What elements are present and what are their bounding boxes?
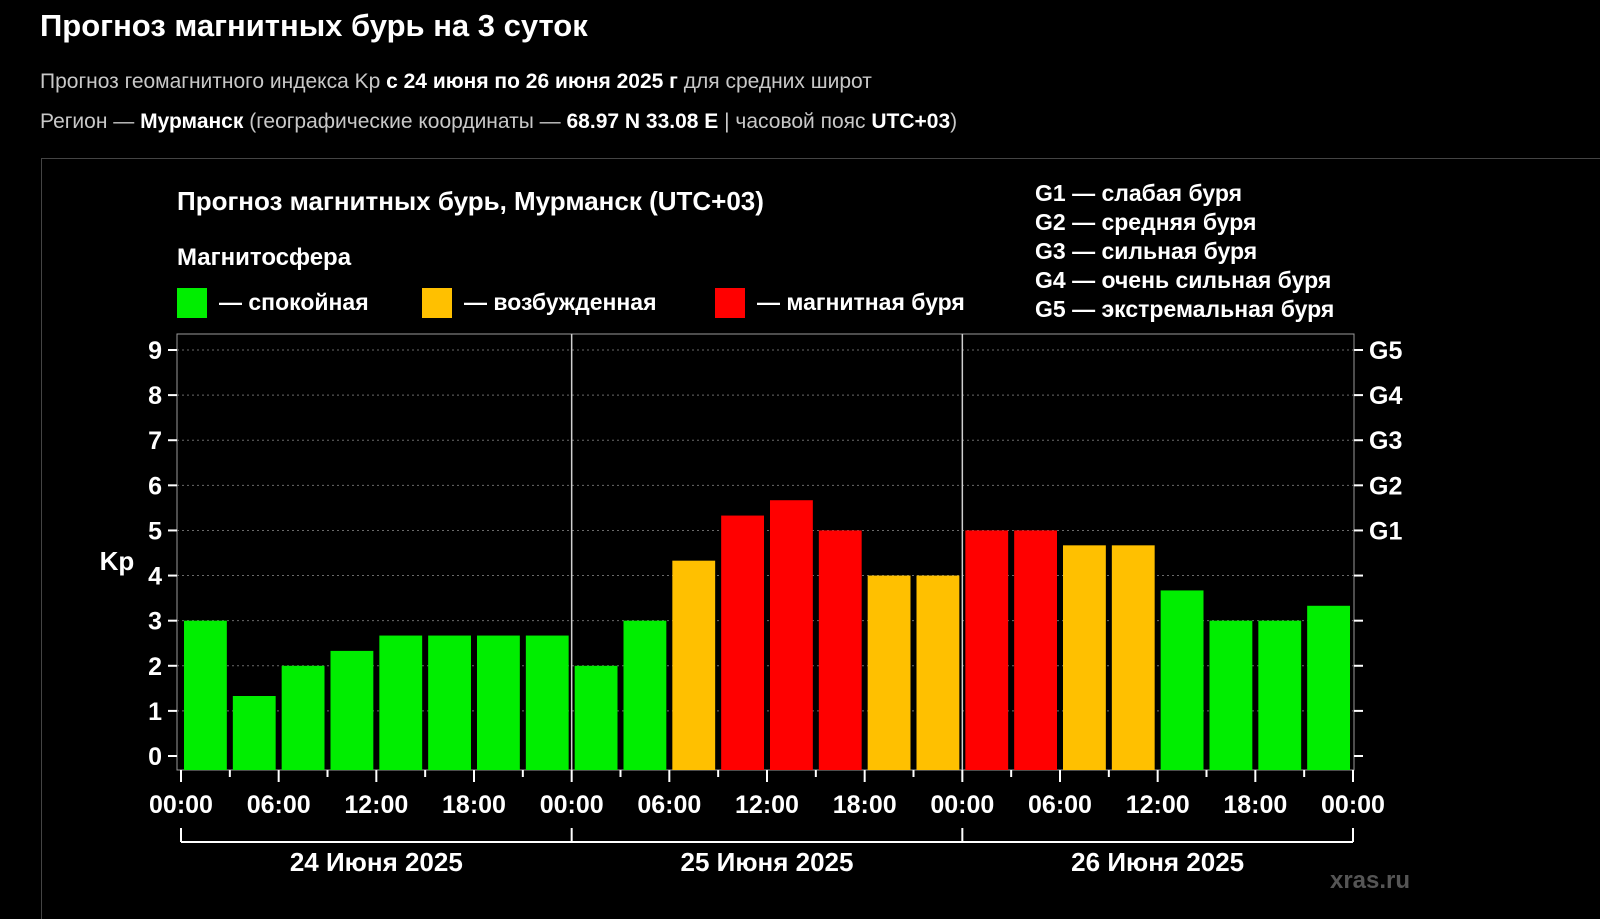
bar-9 — [623, 620, 667, 770]
g-axis-label-1: G2 — [1369, 472, 1402, 500]
legend-title: Магнитосфера — [177, 244, 352, 271]
x-tick-label-11: 18:00 — [1223, 791, 1287, 819]
bar-21 — [1209, 620, 1253, 770]
g-axis-label-4: G5 — [1369, 337, 1402, 365]
bar-11 — [721, 515, 764, 770]
g-scale-item-4: G5 — экстремальная буря — [1035, 296, 1334, 322]
legend-label-1: — возбужденная — [464, 289, 657, 315]
y-tick-label-0: 0 — [148, 743, 162, 771]
bar-14 — [867, 575, 911, 770]
x-tick-label-2: 12:00 — [344, 791, 408, 819]
g-scale-item-0: G1 — слабая буря — [1035, 180, 1242, 206]
bar-8 — [574, 665, 618, 770]
g-axis-label-0: G1 — [1369, 517, 1402, 545]
plot-border — [176, 333, 1355, 771]
x-tick-label-0: 00:00 — [149, 791, 213, 819]
y-tick-label-2: 2 — [148, 653, 162, 681]
bar-13 — [818, 530, 862, 770]
region-description: Регион — Мурманск (географические коорди… — [40, 110, 958, 133]
bar-18 — [1063, 545, 1106, 770]
y-tick-label-3: 3 — [148, 608, 162, 636]
chart-frame — [41, 158, 1600, 919]
legend-label-0: — спокойная — [219, 289, 369, 315]
y-tick-label-9: 9 — [148, 337, 162, 365]
bar-16 — [965, 530, 1009, 770]
legend-swatch-0 — [177, 288, 207, 318]
forecast-description: Прогноз геомагнитного индекса Kp с 24 ию… — [40, 70, 872, 93]
bar-10 — [672, 560, 716, 770]
g-scale-item-3: G4 — очень сильная буря — [1035, 267, 1331, 293]
legend-label-2: — магнитная буря — [757, 289, 965, 315]
x-tick-label-4: 00:00 — [540, 791, 604, 819]
g-scale-item-1: G2 — средняя буря — [1035, 209, 1256, 235]
bar-3 — [330, 650, 374, 770]
chart-grid — [176, 333, 1355, 771]
bar-2 — [281, 665, 325, 770]
bar-12 — [770, 500, 813, 770]
bar-7 — [525, 635, 569, 770]
bar-4 — [379, 635, 423, 770]
y-tick-label-8: 8 — [148, 382, 162, 410]
kp-forecast-chart: Прогноз магнитных бурь, Мурманск (UTC+03… — [100, 180, 1410, 894]
y-tick-label-7: 7 — [148, 427, 162, 455]
bar-0 — [184, 620, 227, 770]
y-tick-label-4: 4 — [148, 563, 162, 591]
bar-1 — [232, 696, 276, 770]
bar-6 — [477, 635, 520, 770]
g-axis-label-3: G4 — [1369, 382, 1402, 410]
g-scale-item-2: G3 — сильная буря — [1035, 238, 1257, 264]
day-label-1: 25 Июня 2025 — [681, 847, 854, 877]
x-tick-label-6: 12:00 — [735, 791, 799, 819]
bar-5 — [428, 635, 471, 770]
y-axis-label: Kp — [100, 546, 135, 576]
x-tick-label-8: 00:00 — [930, 791, 994, 819]
day-label-2: 26 Июня 2025 — [1071, 847, 1244, 877]
g-scale-legend: G1 — слабая буря G2 — средняя буря G3 — си… — [1035, 180, 1334, 322]
legend-swatch-2 — [715, 288, 745, 318]
x-tick-label-7: 18:00 — [833, 791, 897, 819]
bar-22 — [1258, 620, 1302, 770]
page-title: Прогноз магнитных бурь на 3 суток — [40, 8, 588, 43]
y-tick-label-1: 1 — [148, 698, 162, 726]
y-tick-label-5: 5 — [148, 517, 162, 545]
bar-19 — [1111, 545, 1155, 770]
bars — [184, 500, 1350, 770]
x-tick-label-3: 18:00 — [442, 791, 506, 819]
bar-23 — [1307, 605, 1350, 770]
legend: — спокойная — возбужденная — магнитная бур… — [177, 288, 965, 318]
chart-title: Прогноз магнитных бурь, Мурманск (UTC+03… — [177, 186, 764, 216]
watermark: xras.ru — [1330, 867, 1410, 894]
legend-swatch-1 — [422, 288, 452, 318]
bar-15 — [916, 575, 960, 770]
y-tick-label-6: 6 — [148, 472, 162, 500]
axes: 0 1 2 3 4 5 6 7 8 9 G1 G2 G3 G4 G5 00:00 06:00 12:00 18:00… — [148, 337, 1402, 877]
bar-17 — [1014, 530, 1057, 770]
x-tick-label-12: 00:00 — [1321, 791, 1385, 819]
x-tick-label-10: 12:00 — [1126, 791, 1190, 819]
x-tick-label-9: 06:00 — [1028, 791, 1092, 819]
day-label-0: 24 Июня 2025 — [290, 847, 463, 877]
bar-20 — [1160, 590, 1204, 770]
x-tick-label-1: 06:00 — [247, 791, 311, 819]
g-axis-label-2: G3 — [1369, 427, 1402, 455]
x-tick-label-5: 06:00 — [637, 791, 701, 819]
